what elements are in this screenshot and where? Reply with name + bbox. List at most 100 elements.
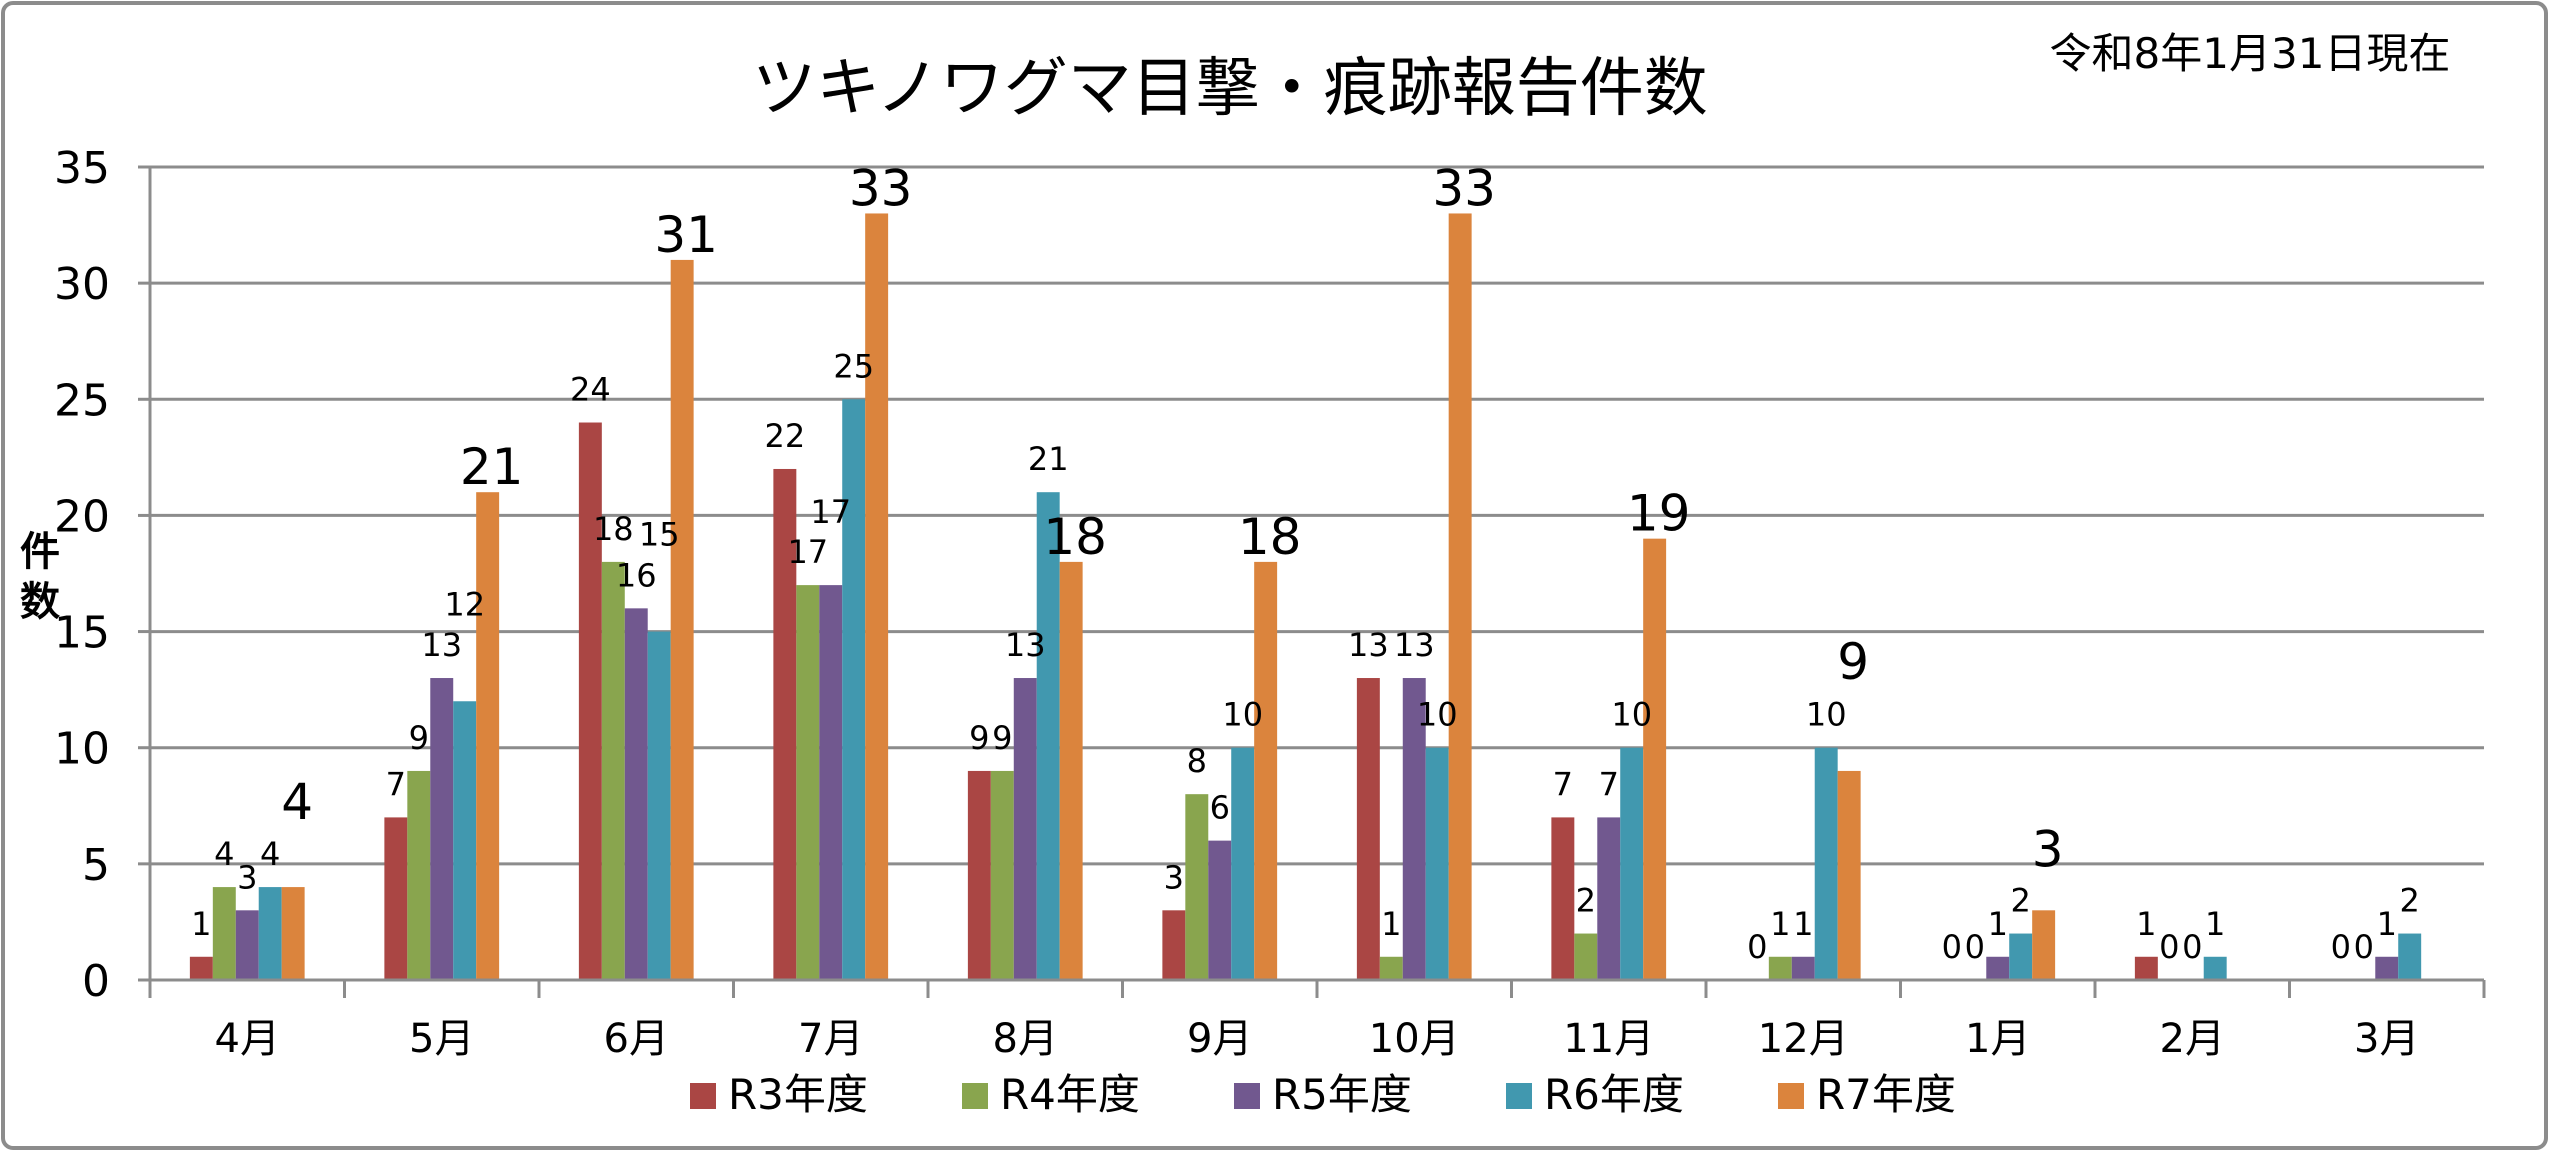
y-tick-label: 0 bbox=[82, 956, 110, 1007]
bar bbox=[453, 701, 477, 980]
y-tick-label: 25 bbox=[54, 375, 110, 426]
x-tick-label: 11月 bbox=[1563, 1016, 1654, 1062]
bar bbox=[1620, 747, 1644, 980]
legend-item: R4年度 bbox=[962, 1070, 1140, 1119]
data-label: 0 bbox=[2331, 928, 2351, 966]
data-label: 8 bbox=[1187, 742, 1207, 780]
bar bbox=[2009, 933, 2033, 980]
data-label: 7 bbox=[1553, 765, 1573, 803]
bar bbox=[1791, 956, 1815, 980]
bar bbox=[1768, 956, 1792, 980]
x-tick-label: 7月 bbox=[798, 1016, 863, 1062]
data-label: 2 bbox=[1576, 882, 1596, 920]
legend-label: R6年度 bbox=[1544, 1070, 1684, 1119]
data-label: 0 bbox=[2354, 928, 2374, 966]
y-tick-label: 35 bbox=[54, 143, 110, 194]
x-tick-label: 12月 bbox=[1758, 1016, 1849, 1062]
bar bbox=[407, 770, 431, 980]
x-tick-label: 9月 bbox=[1187, 1016, 1252, 1062]
legend-label: R5年度 bbox=[1272, 1070, 1412, 1119]
bar bbox=[2375, 956, 2399, 980]
bar bbox=[1013, 678, 1037, 980]
bar bbox=[430, 678, 454, 980]
y-tick-label: 15 bbox=[54, 608, 110, 659]
data-label: 18 bbox=[1043, 508, 1107, 566]
data-label: 3 bbox=[2032, 820, 2064, 878]
x-tick-label: 1月 bbox=[1965, 1016, 2030, 1062]
data-label: 1 bbox=[1988, 905, 2008, 943]
data-label: 1 bbox=[1381, 905, 1401, 943]
bar bbox=[1254, 561, 1278, 980]
bar bbox=[1185, 794, 1209, 980]
data-label: 31 bbox=[654, 206, 718, 264]
data-label: 21 bbox=[460, 438, 524, 496]
data-label: 2 bbox=[2400, 882, 2420, 920]
data-label: 10 bbox=[1806, 696, 1847, 734]
bar bbox=[990, 770, 1014, 980]
data-label: 13 bbox=[1005, 626, 1046, 664]
bar bbox=[1162, 910, 1186, 980]
bar bbox=[1814, 747, 1838, 980]
y-tick-label: 30 bbox=[54, 259, 110, 310]
legend-label: R7年度 bbox=[1816, 1070, 1956, 1119]
bar bbox=[1597, 817, 1621, 980]
x-tick-label: 3月 bbox=[2354, 1016, 2419, 1062]
bar bbox=[384, 817, 408, 980]
x-tick-label: 2月 bbox=[2160, 1016, 2225, 1062]
data-label: 0 bbox=[2159, 928, 2179, 966]
data-label: 9 bbox=[992, 719, 1012, 757]
y-tick-label: 5 bbox=[82, 840, 110, 891]
data-label: 10 bbox=[1611, 696, 1652, 734]
legend-label: R3年度 bbox=[728, 1070, 868, 1119]
data-label: 0 bbox=[1942, 928, 1962, 966]
bar bbox=[578, 422, 602, 980]
data-label: 12 bbox=[444, 585, 485, 623]
bar bbox=[624, 608, 648, 980]
legend-item: R5年度 bbox=[1234, 1070, 1412, 1119]
data-label: 0 bbox=[1965, 928, 1985, 966]
data-label: 33 bbox=[849, 159, 913, 217]
bar bbox=[476, 492, 500, 980]
data-label: 19 bbox=[1627, 485, 1691, 543]
data-label: 13 bbox=[1394, 626, 1435, 664]
x-tick-label: 6月 bbox=[604, 1016, 669, 1062]
data-label: 4 bbox=[214, 835, 234, 873]
data-label: 15 bbox=[639, 516, 680, 554]
data-label: 33 bbox=[1432, 159, 1496, 217]
bar bbox=[1448, 213, 1472, 980]
data-label: 18 bbox=[593, 510, 634, 548]
bar bbox=[212, 887, 236, 980]
data-label: 10 bbox=[1222, 696, 1263, 734]
data-label: 13 bbox=[1348, 626, 1389, 664]
data-label: 4 bbox=[281, 773, 313, 831]
bar bbox=[819, 585, 843, 980]
bar bbox=[647, 631, 671, 980]
bar bbox=[235, 910, 259, 980]
data-label: 1 bbox=[1770, 905, 1790, 943]
bar bbox=[258, 887, 282, 980]
bar bbox=[1231, 747, 1255, 980]
bar bbox=[1402, 678, 1426, 980]
bar bbox=[842, 399, 866, 980]
bar bbox=[773, 468, 797, 980]
data-label: 17 bbox=[810, 493, 851, 531]
data-label: 6 bbox=[1210, 789, 1230, 827]
data-label: 17 bbox=[787, 533, 828, 571]
legend-swatch bbox=[1778, 1083, 1804, 1109]
bar bbox=[670, 259, 694, 980]
bar bbox=[1837, 770, 1861, 980]
data-label: 9 bbox=[969, 719, 989, 757]
legend-swatch bbox=[1234, 1083, 1260, 1109]
legend-swatch bbox=[1506, 1083, 1532, 1109]
bar bbox=[2203, 956, 2227, 980]
legend-item: R6年度 bbox=[1506, 1070, 1684, 1119]
x-tick-label: 10月 bbox=[1369, 1016, 1460, 1062]
data-label: 0 bbox=[2182, 928, 2202, 966]
bar bbox=[967, 770, 991, 980]
bar bbox=[281, 887, 305, 980]
bar bbox=[1208, 840, 1232, 980]
bar bbox=[1643, 538, 1667, 980]
y-tick-label: 20 bbox=[54, 491, 110, 542]
bar bbox=[865, 213, 889, 980]
